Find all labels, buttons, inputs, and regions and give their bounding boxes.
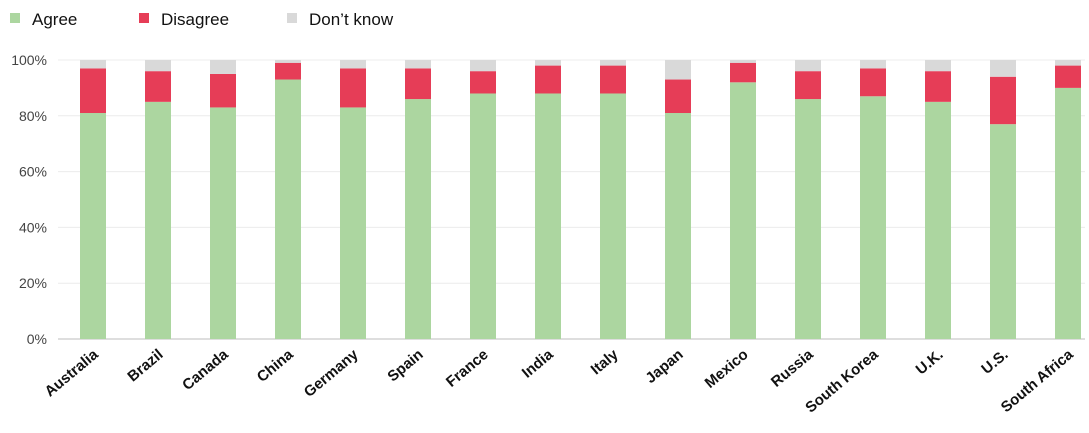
bar-agree-south-africa: [1055, 87, 1081, 340]
x-tick-label: France: [443, 346, 492, 391]
bar-don-t-know-japan: [665, 60, 691, 80]
legend-swatch-agree: [10, 13, 20, 23]
bar-disagree-brazil: [145, 71, 171, 102]
bar-agree-u-s: [990, 124, 1016, 339]
bar-don-t-know-france: [470, 60, 496, 72]
bar-don-t-know-italy: [600, 60, 626, 66]
bar-don-t-know-russia: [795, 60, 821, 72]
bar-don-t-know-brazil: [145, 60, 171, 72]
bar-disagree-u-s: [990, 76, 1016, 125]
bar-disagree-south-korea: [860, 68, 886, 97]
x-tick-label: U.S.: [978, 346, 1011, 378]
y-tick-label: 80%: [19, 108, 47, 124]
bar-don-t-know-china: [275, 60, 301, 63]
legend-swatch-disagree: [139, 13, 149, 23]
bar-don-t-know-australia: [80, 60, 106, 69]
bar-agree-italy: [600, 93, 626, 339]
y-axis: 0% 20% 40% 60% 80% 100%: [11, 52, 47, 347]
y-tick-label: 100%: [11, 52, 47, 68]
x-tick-label: U.K.: [913, 346, 947, 378]
x-tick-label: Russia: [768, 346, 817, 391]
bar-agree-france: [470, 93, 496, 339]
x-tick-label: Mexico: [702, 346, 752, 392]
x-tick-label: Brazil: [124, 346, 166, 385]
x-tick-label: Canada: [179, 346, 232, 394]
bar-agree-russia: [795, 99, 821, 339]
legend-label-agree: Agree: [32, 10, 77, 29]
bar-disagree-russia: [795, 71, 821, 100]
bar-disagree-u-k: [925, 71, 951, 102]
x-axis: Australia Brazil Canada China Germany Spain Fr…: [41, 346, 1077, 417]
x-tick-label: Japan: [642, 346, 686, 387]
bar-disagree-australia: [80, 68, 106, 114]
y-tick-label: 60%: [19, 164, 47, 180]
x-tick-label: Australia: [41, 346, 102, 401]
bar-disagree-japan: [665, 79, 691, 114]
bar-agree-china: [275, 79, 301, 339]
bar-don-t-know-india: [535, 60, 561, 66]
bar-agree-germany: [340, 107, 366, 340]
x-tick-label: Italy: [588, 346, 622, 379]
bars: [80, 60, 1081, 340]
bar-disagree-canada: [210, 73, 236, 108]
bar-disagree-mexico: [730, 62, 756, 83]
bar-disagree-india: [535, 65, 561, 94]
bar-disagree-china: [275, 62, 301, 80]
bar-disagree-germany: [340, 68, 366, 108]
legend-swatch-don-t-know: [287, 13, 297, 23]
bar-disagree-spain: [405, 68, 431, 100]
y-tick-label: 40%: [19, 219, 47, 235]
bar-agree-japan: [665, 113, 691, 339]
bar-agree-spain: [405, 99, 431, 339]
bar-don-t-know-canada: [210, 60, 236, 74]
bar-don-t-know-u-k: [925, 60, 951, 72]
legend: Agree Disagree Don’t know: [10, 10, 394, 29]
bar-don-t-know-mexico: [730, 60, 756, 63]
bar-agree-mexico: [730, 82, 756, 339]
legend-label-disagree: Disagree: [161, 10, 229, 29]
x-tick-label: Spain: [384, 346, 426, 385]
y-tick-label: 0%: [27, 331, 47, 347]
bar-agree-australia: [80, 113, 106, 339]
bar-don-t-know-u-s: [990, 60, 1016, 77]
legend-label-don-t-know: Don’t know: [309, 10, 394, 29]
x-tick-label: Germany: [301, 346, 362, 401]
bar-disagree-south-africa: [1055, 65, 1081, 88]
bar-agree-u-k: [925, 101, 951, 339]
bar-agree-canada: [210, 107, 236, 340]
x-tick-label: China: [254, 346, 297, 386]
bar-don-t-know-south-korea: [860, 60, 886, 69]
bar-agree-brazil: [145, 101, 171, 339]
bar-disagree-italy: [600, 65, 626, 94]
x-tick-label: India: [519, 346, 557, 382]
bar-don-t-know-south-africa: [1055, 60, 1081, 66]
bar-disagree-france: [470, 71, 496, 94]
bar-don-t-know-germany: [340, 60, 366, 69]
x-tick-label: South Africa: [998, 346, 1077, 416]
x-tick-label: South Korea: [802, 346, 882, 417]
bar-agree-india: [535, 93, 561, 339]
bar-agree-south-korea: [860, 96, 886, 340]
bar-don-t-know-spain: [405, 60, 431, 69]
y-tick-label: 20%: [19, 275, 47, 291]
